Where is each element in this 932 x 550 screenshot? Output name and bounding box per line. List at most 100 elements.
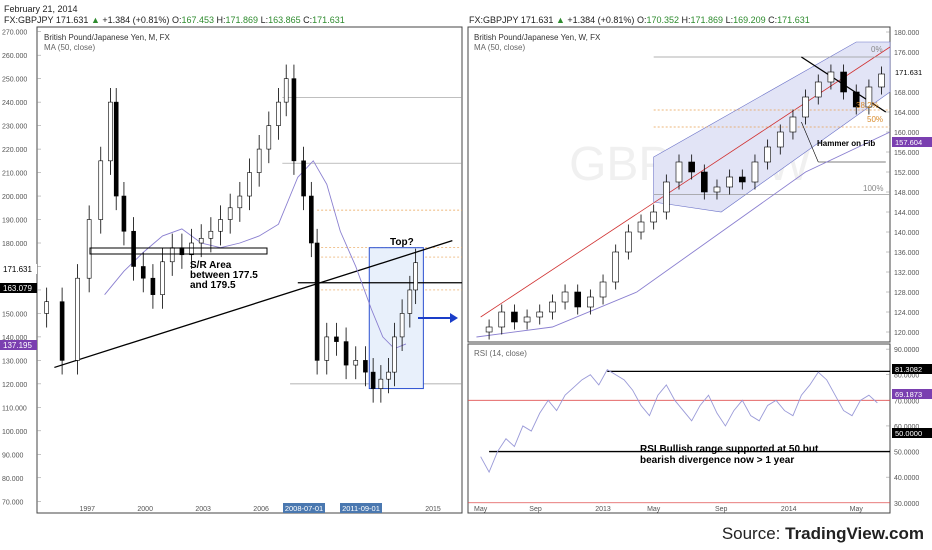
right-candle xyxy=(663,174,670,220)
left-candle xyxy=(237,181,243,222)
right-last: 171.631 xyxy=(520,15,554,25)
right-last-price-tag: 171.631 xyxy=(892,67,932,77)
left-candle xyxy=(334,322,339,356)
left-y-tick-label: 240.000 xyxy=(2,100,27,107)
time-tag-2011: 2011-09-01 xyxy=(340,503,382,513)
rsi-y-tick-label: 40.0000 xyxy=(894,475,919,482)
rsi-y-tick-label: 80.0000 xyxy=(894,373,919,380)
left-close: 171.631 xyxy=(312,15,345,25)
right-candle xyxy=(536,304,544,325)
left-y-tick-label: 270.000 xyxy=(2,30,27,37)
right-symbol: FX:GBPJPY xyxy=(469,15,519,25)
left-candle xyxy=(150,264,156,309)
left-candle xyxy=(121,181,127,246)
left-candle xyxy=(198,224,204,258)
right-y-tick-label: 128.000 xyxy=(894,290,919,297)
source-brand: TradingView.com xyxy=(785,524,924,543)
svg-text:2008-07-01: 2008-07-01 xyxy=(285,504,323,513)
left-candle xyxy=(189,228,194,269)
left-x-tick-label: 2006 xyxy=(253,506,269,513)
left-y-tick-label: 150.000 xyxy=(2,311,27,318)
left-y-tick-label: 80.000 xyxy=(2,476,24,483)
right-x-tick-label: May xyxy=(474,506,488,513)
left-y-tick-label: 120.000 xyxy=(2,382,27,389)
right-y-tick-label: 160.000 xyxy=(894,130,919,137)
source-credit: Source: TradingView.com xyxy=(722,524,924,544)
rsi-note-line1: RSI Bullish range supported at 50 but xyxy=(640,444,819,455)
left-x-tick-label: 2015 xyxy=(425,506,441,513)
right-y-tick-label: 132.000 xyxy=(894,270,919,277)
trendline xyxy=(54,240,453,369)
svg-text:157.604: 157.604 xyxy=(895,138,922,147)
left-last-price-tag: 171.631 xyxy=(0,264,37,274)
right-change: +1.384 (+0.81%) xyxy=(567,15,635,25)
left-y-tick-label: 210.000 xyxy=(2,171,27,178)
left-y-tick-label: 260.000 xyxy=(2,53,27,60)
up-arrow-icon: ▲ xyxy=(90,15,100,25)
fib-0-label: 0% xyxy=(871,45,883,54)
hammer-pointer xyxy=(801,121,819,163)
right-candle xyxy=(878,66,885,95)
right-c-label: C: xyxy=(768,15,778,25)
left-study-label: MA (50, close) xyxy=(44,43,95,52)
svg-text:171.631: 171.631 xyxy=(3,265,32,274)
left-candle xyxy=(283,64,289,117)
sr-annotation-line3: and 179.5 xyxy=(190,280,236,291)
left-candle xyxy=(227,193,233,234)
rsi-high-tag: 81.3082 xyxy=(892,364,932,374)
right-y-tick-label: 124.000 xyxy=(894,310,919,317)
sr-annotation-line1: S/R Area xyxy=(190,260,232,271)
right-o-label: O: xyxy=(636,15,647,25)
left-candle xyxy=(386,358,391,394)
right-candle xyxy=(840,64,847,100)
left-y-tick-label: 130.000 xyxy=(2,358,27,365)
left-high: 171.869 xyxy=(225,15,259,25)
right-rsi-frame xyxy=(467,343,891,514)
left-candle xyxy=(309,181,314,258)
left-y-tick-label: 140.000 xyxy=(2,335,27,342)
left-candle xyxy=(324,322,330,375)
right-candle xyxy=(814,74,822,105)
svg-text:69.1873: 69.1873 xyxy=(895,390,922,399)
left-x-tick-label: 2000 xyxy=(137,506,153,513)
right-candle xyxy=(789,109,797,140)
left-last: 171.631 xyxy=(55,15,89,25)
svg-text:137.195: 137.195 xyxy=(3,341,32,350)
right-candle xyxy=(523,309,531,330)
right-x-tick-label: Sep xyxy=(715,506,728,513)
left-ma50-line xyxy=(104,160,407,350)
fib-100-label: 100% xyxy=(863,184,883,193)
left-y-tick-label: 220.000 xyxy=(2,147,27,154)
left-y-tick-label: 90.000 xyxy=(2,452,24,459)
svg-text:50.0000: 50.0000 xyxy=(895,429,922,438)
right-y-tick-label: 152.000 xyxy=(894,170,919,177)
left-y-tick-label: 100.000 xyxy=(2,429,27,436)
left-ma-price-tag: 137.195 xyxy=(0,340,37,350)
right-candle xyxy=(852,84,860,115)
left-candle xyxy=(301,146,306,211)
left-candle xyxy=(407,275,413,328)
left-candle xyxy=(291,64,297,175)
right-y-tick-label: 144.000 xyxy=(894,210,919,217)
top-annotation: Top? xyxy=(390,237,414,248)
rsi-y-tick-label: 70.0000 xyxy=(894,398,919,405)
left-candle xyxy=(113,88,119,211)
right-candle xyxy=(511,304,518,330)
right-y-tick-label: 136.000 xyxy=(894,250,919,257)
fib-38-label: 38.2% xyxy=(856,101,879,110)
left-candle xyxy=(353,346,359,380)
left-candle xyxy=(75,264,80,375)
right-l-label: L: xyxy=(725,15,734,25)
left-y-tick-label: 190.000 xyxy=(2,218,27,225)
right-candle xyxy=(675,154,683,190)
right-candle xyxy=(549,294,556,320)
right-candle xyxy=(561,284,569,310)
left-symbol-header: FX:GBPJPY 171.631 ▲ +1.384 (+0.81%) O:16… xyxy=(4,15,345,25)
left-change: +1.384 (+0.81%) xyxy=(102,15,170,25)
up-arrow-icon: ▲ xyxy=(555,15,565,25)
right-x-tick-label: May xyxy=(647,506,661,513)
right-y-tick-label: 164.000 xyxy=(894,110,919,117)
right-y-tick-label: 120.000 xyxy=(894,330,919,337)
sr-annotation-line2: between 177.5 xyxy=(190,270,258,281)
rsi-line xyxy=(480,368,878,474)
